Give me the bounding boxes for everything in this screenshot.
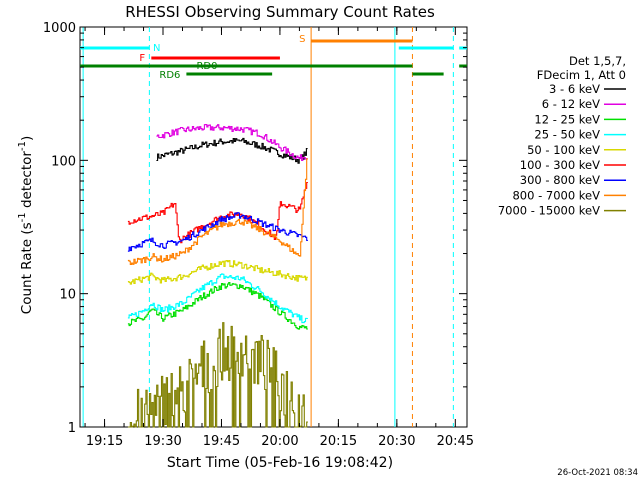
y-axis-label-mid: detector bbox=[19, 151, 35, 213]
y-axis-label-end: ) bbox=[19, 136, 35, 141]
x-tick-label: 20:30 bbox=[378, 434, 415, 449]
series-line bbox=[127, 181, 308, 244]
legend-entry-label: 7000 - 15000 keV bbox=[498, 204, 600, 218]
x-axis-label: Start Time (05-Feb-16 19:08:42) bbox=[167, 455, 393, 471]
series-line bbox=[127, 273, 308, 324]
plot-area bbox=[82, 27, 454, 428]
legend-entry-label: 6 - 12 keV bbox=[542, 97, 600, 111]
series-line bbox=[127, 322, 308, 428]
legend-entry-label: 300 - 800 keV bbox=[520, 173, 600, 187]
y-axis-label-exp1: -1 bbox=[17, 212, 28, 222]
series-line bbox=[127, 281, 308, 330]
state-bar-label: RD6 bbox=[159, 70, 180, 81]
series-line bbox=[127, 260, 308, 285]
state-bar-label: RD0 bbox=[196, 61, 217, 72]
x-tick-label: 20:45 bbox=[437, 434, 474, 449]
axes: 19:15 19:30 19:45 20:00 20:15 20:30 20:45 1 10 10… bbox=[43, 21, 474, 449]
x-tick-label: 19:45 bbox=[203, 434, 240, 449]
legend-entry-label: 12 - 25 keV bbox=[534, 112, 600, 126]
series-line bbox=[127, 158, 308, 265]
state-bar-label: S bbox=[299, 34, 305, 45]
state-bar-label: F bbox=[139, 53, 145, 64]
legend-entry-label: 800 - 7000 keV bbox=[512, 188, 600, 202]
x-tick-label: 20:15 bbox=[320, 434, 357, 449]
y-axis-label-start: Count Rate (s bbox=[19, 222, 35, 314]
legend-entry-label: 50 - 100 keV bbox=[527, 143, 600, 157]
y-tick-label: 1 bbox=[68, 421, 76, 436]
legend-entry-label: 25 - 50 keV bbox=[534, 128, 600, 142]
series-line bbox=[156, 124, 308, 161]
y-tick-label: 1000 bbox=[43, 21, 76, 36]
legend-entry-label: 100 - 300 keV bbox=[520, 158, 600, 172]
timestamp: 26-Oct-2021 08:34 bbox=[557, 468, 638, 478]
y-tick-label: 10 bbox=[59, 288, 76, 303]
x-tick-label: 19:30 bbox=[144, 434, 181, 449]
y-axis-label: Count Rate (s-1 detector-1) bbox=[17, 136, 35, 314]
series-line bbox=[156, 137, 308, 164]
state-bars: N S F RD0 RD6 bbox=[80, 34, 467, 81]
x-tick-label: 20:00 bbox=[261, 434, 298, 449]
legend-header-line: Det 1,5,7, bbox=[569, 54, 626, 68]
state-bar-label: N bbox=[153, 43, 160, 54]
legend-header-line: FDecim 1, Att 0 bbox=[537, 68, 626, 82]
legend-entry-label: 3 - 6 keV bbox=[549, 82, 600, 96]
x-tick-label: 19:15 bbox=[86, 434, 123, 449]
y-axis-label-exp2: -1 bbox=[17, 141, 28, 151]
y-tick-label: 100 bbox=[51, 154, 76, 169]
series-line bbox=[127, 212, 308, 252]
chart-title: RHESSI Observing Summary Count Rates bbox=[125, 3, 435, 21]
